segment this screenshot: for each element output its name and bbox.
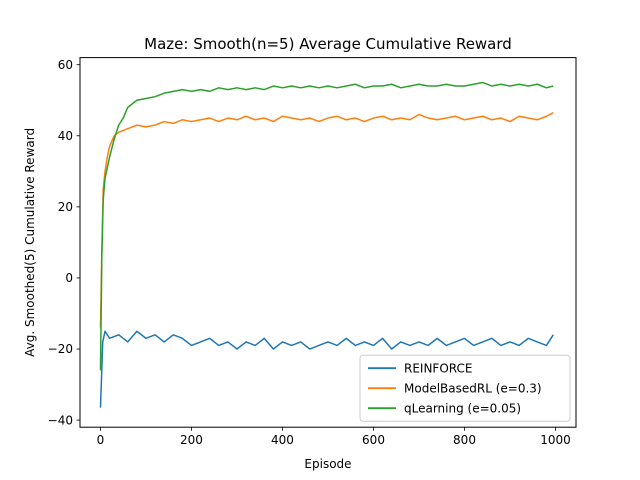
- series-layer: [99, 81, 554, 408]
- x-tick-label-1: 200: [180, 433, 203, 447]
- series-line-1: [99, 112, 554, 328]
- x-axis-ticks: 0 200 400 600 800 1000: [97, 427, 571, 447]
- y-tick-label-1: −20: [48, 342, 73, 356]
- y-axis-label: Avg. Smoothed(5) Cumulative Reward: [23, 128, 37, 357]
- x-tick-label-5: 1000: [540, 433, 571, 447]
- x-tick-label-2: 400: [271, 433, 294, 447]
- y-tick-label-4: 40: [58, 129, 73, 143]
- series-line-2: [99, 81, 554, 371]
- y-tick-label-3: 20: [58, 200, 73, 214]
- x-tick-label-3: 600: [362, 433, 385, 447]
- chart-title: Maze: Smooth(n=5) Average Cumulative Rew…: [144, 35, 512, 53]
- legend-label-2: qLearning (e=0.05): [404, 402, 521, 416]
- legend-label-0: REINFORCE: [404, 362, 472, 376]
- y-tick-label-0: −40: [48, 413, 73, 427]
- x-tick-label-0: 0: [97, 433, 105, 447]
- x-tick-label-4: 800: [453, 433, 476, 447]
- series-line-0: [99, 330, 554, 408]
- legend-label-1: ModelBasedRL (e=0.3): [404, 382, 542, 396]
- plot-frame: [79, 57, 577, 428]
- y-tick-label-2: 0: [65, 271, 73, 285]
- y-axis-ticks: −40 −20 0 20 40 60: [48, 58, 80, 427]
- legend: REINFORCE ModelBasedRL (e=0.3) qLearning (…: [359, 354, 571, 422]
- x-axis-label: Episode: [304, 457, 351, 471]
- y-tick-label-5: 60: [58, 58, 73, 72]
- legend-box: [359, 354, 571, 422]
